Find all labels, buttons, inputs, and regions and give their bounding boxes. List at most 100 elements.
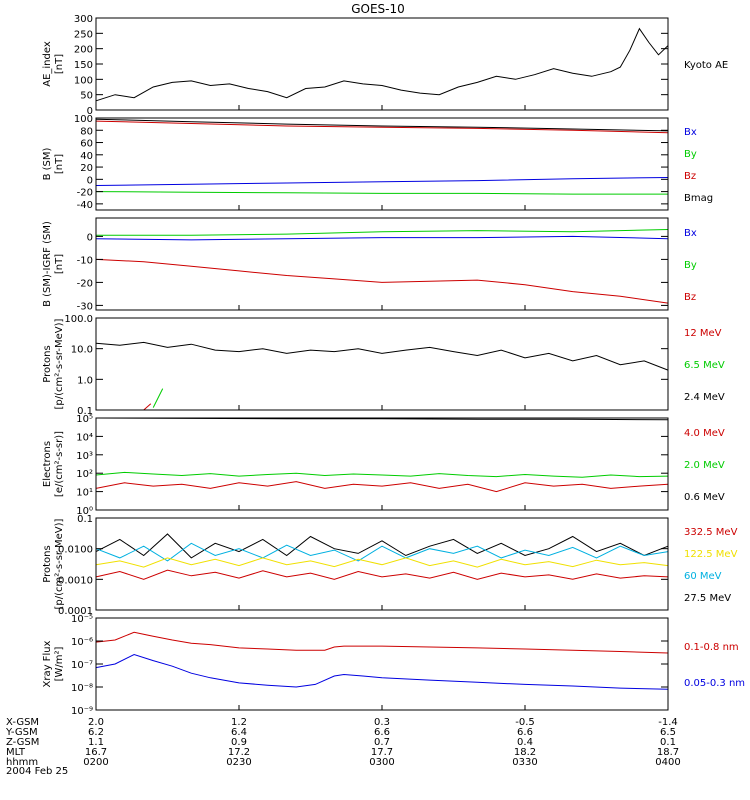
- y-axis-label: AE_index: [42, 41, 53, 87]
- legend-entry: 2.4 MeV: [684, 392, 725, 403]
- series-line-122-5-mev: [95, 557, 669, 568]
- footer-value: 6.5: [660, 727, 676, 738]
- y-tick-label: -30: [77, 301, 93, 312]
- footer-value: 2.0: [88, 717, 104, 728]
- legend-entry: 4.0 MeV: [684, 428, 725, 439]
- footer-row-label: MLT: [6, 747, 26, 758]
- y-axis-label: [W/m²]: [54, 646, 65, 681]
- legend-entry: 2.0 MeV: [684, 460, 725, 471]
- footer-row-label: X-GSM: [6, 717, 39, 728]
- y-tick-label: 100.0: [64, 314, 93, 325]
- footer-value: 6.6: [374, 727, 390, 738]
- legend-entry: Bx: [684, 127, 697, 138]
- y-tick-label: 300: [74, 14, 93, 25]
- y-tick-label: 0.1: [77, 406, 93, 417]
- y-tick-label: 10⁻⁵: [71, 614, 93, 625]
- footer-value: 0.4: [517, 737, 533, 748]
- y-tick-label: -20: [77, 188, 93, 199]
- legend-entry: 27.5 MeV: [684, 593, 731, 604]
- series-line-bz: [95, 258, 669, 304]
- footer-row-label: Y-GSM: [5, 727, 38, 738]
- footer-value: 0.7: [374, 737, 390, 748]
- y-axis-label: [p/(cm²-s-sr-MeV)]: [54, 318, 65, 409]
- panel-frame: [95, 117, 669, 211]
- y-axis-label: [e/(cm²-s-sr)]: [54, 431, 65, 497]
- panel-3: -30 -20 -10 0 B (SM)-IGRF (SM) [nT] Bx By Bz: [42, 217, 697, 312]
- y-tick-label: 0.0010: [58, 575, 93, 586]
- y-axis-label: [p/(cm²-s-sr-MeV)]: [54, 518, 65, 609]
- y-tick-label: 100: [74, 114, 93, 125]
- y-tick-label: 10²: [76, 469, 93, 480]
- series-line-0-1-0-8-nm: [95, 631, 669, 654]
- panel-7: 10⁻⁹ 10⁻⁸ 10⁻⁷ 10⁻⁶ 10⁻⁵ Xray Flux [W/m²] 0.1-0…: [42, 614, 745, 717]
- y-tick-label: 10¹: [76, 488, 93, 499]
- footer-value: 6.4: [231, 727, 247, 738]
- y-tick-label: -40: [77, 200, 93, 211]
- footer-value: 1.1: [88, 737, 104, 748]
- y-tick-label: 0.0100: [58, 545, 93, 556]
- footer-value: 1.2: [231, 717, 247, 728]
- footer-value: 6.2: [88, 727, 104, 738]
- y-tick-label: 250: [74, 29, 93, 40]
- series-line-60-mev: [95, 542, 669, 562]
- footer-value: 18.2: [514, 747, 536, 758]
- y-tick-label: 1.0: [77, 375, 93, 386]
- y-axis-label: B (SM)-IGRF (SM): [42, 221, 53, 307]
- series-line-27-5-mev: [95, 533, 669, 559]
- footer-value: 0400: [655, 757, 680, 768]
- y-tick-label: 10⁻⁸: [71, 683, 93, 694]
- y-axis-label: Xray Flux: [42, 640, 53, 687]
- y-tick-label: -20: [77, 278, 93, 289]
- y-tick-label: 200: [74, 45, 93, 56]
- y-tick-label: 0.0001: [58, 606, 93, 617]
- panel-frame: [95, 617, 669, 711]
- y-tick-label: 10⁻⁶: [71, 637, 93, 648]
- y-axis-label: [nT]: [54, 254, 65, 274]
- y-tick-label: 0: [87, 106, 93, 117]
- y-tick-label: 0: [87, 175, 93, 186]
- y-tick-label: 60: [80, 139, 93, 150]
- panel-5: 10⁰ 10¹ 10² 10³ 10⁴ 10⁵ Electrons [e/(cm²-s-sr)…: [42, 414, 725, 517]
- y-tick-label: 0.1: [77, 514, 93, 525]
- y-tick-label: 10⁰: [76, 506, 93, 517]
- footer-value: 0.3: [374, 717, 390, 728]
- footer-value: 17.2: [228, 747, 250, 758]
- y-axis-label: B (SM): [42, 147, 53, 180]
- y-tick-label: 10³: [76, 451, 93, 462]
- y-tick-label: -10: [77, 255, 93, 266]
- series-line-bx: [95, 177, 669, 186]
- legend-entry: Bz: [684, 292, 696, 303]
- footer-row-label: Z-GSM: [6, 737, 39, 748]
- y-tick-label: 10⁴: [76, 432, 93, 443]
- legend-entry: Bz: [684, 171, 696, 182]
- y-tick-label: 10.0: [71, 345, 93, 356]
- legend-entry: 60 MeV: [684, 571, 722, 582]
- legend-entry: Kyoto AE: [684, 60, 728, 71]
- footer-value: 0.9: [231, 737, 247, 748]
- y-tick-label: 10⁻⁷: [71, 660, 93, 671]
- legend-entry: 0.6 MeV: [684, 492, 725, 503]
- y-tick-label: 100: [74, 75, 93, 86]
- legend-entry: 0.05-0.3 nm: [684, 678, 745, 689]
- panel-frame: [95, 317, 669, 411]
- y-axis-label: [nT]: [54, 54, 65, 74]
- legend-entry: 332.5 MeV: [684, 527, 738, 538]
- panel-1: 0 50 100 150 200 250 300 AE_index [nT] Kyoto AE: [42, 14, 728, 117]
- series-line-by: [95, 191, 668, 195]
- legend-entry: By: [684, 149, 697, 160]
- chart-title: GOES-10: [351, 2, 405, 16]
- legend-entry: 12 MeV: [684, 328, 722, 339]
- y-tick-label: 80: [80, 126, 93, 137]
- panel-frame: [95, 17, 669, 111]
- series-line-kyoto-ae: [95, 27, 669, 102]
- footer-value: 17.7: [371, 747, 393, 758]
- panel-6: 0.0001 0.0010 0.0100 0.1 Protons [p/(cm²-s-sr…: [42, 514, 738, 617]
- y-tick-label: 50: [80, 91, 93, 102]
- series-line-bmag: [95, 118, 669, 132]
- y-tick-label: 150: [74, 60, 93, 71]
- footer-value: -1.4: [658, 717, 678, 728]
- footer-value: 0200: [83, 757, 108, 768]
